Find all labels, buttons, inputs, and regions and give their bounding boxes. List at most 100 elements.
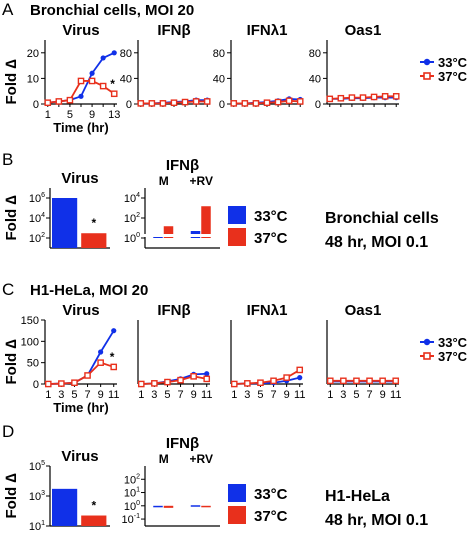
panel-A-ylabel: Fold ∆ bbox=[3, 60, 20, 105]
panel-A-sub1-xtick-label: 9 bbox=[89, 109, 95, 121]
panel-C-sub4-xtick-label: 1 bbox=[327, 389, 333, 401]
panel-C-sub1-title: Virus bbox=[62, 302, 99, 319]
panel-D-sub2-ytick-label: 102 bbox=[124, 473, 140, 486]
panel-A-sub1-point-37 bbox=[66, 96, 74, 104]
panel-D-sub2-ytick-label: 100 bbox=[124, 500, 140, 513]
panel-A-sub1-point-33 bbox=[100, 55, 106, 61]
panel-A-legend-label: 33°C bbox=[438, 55, 468, 70]
panel-C-sub2-point-37 bbox=[164, 378, 171, 386]
panel-C-sub2-xtick-label: 1 bbox=[138, 389, 144, 401]
panel-B-note: Bronchial cells bbox=[325, 210, 439, 227]
panel-A-sub3-point-37 bbox=[241, 100, 249, 107]
panel-A-sub4-ytick-label: 40 bbox=[309, 73, 321, 85]
panel-D-legend-label: 33°C bbox=[254, 486, 288, 503]
panel-C-sub1-xtick-label: 9 bbox=[98, 389, 104, 401]
panel-A-sub2-point-37 bbox=[148, 100, 156, 107]
panel-B-sub1-ytick-label: 104 bbox=[29, 212, 45, 225]
panel-A-sub1-ytick-label: 10 bbox=[27, 73, 39, 85]
panel-B-legend-swatch bbox=[228, 206, 246, 224]
panel-B-sub1-ytick-label: 102 bbox=[29, 232, 45, 245]
panel-D-sub2-ytick-label: 10-1 bbox=[122, 513, 141, 526]
panel-C-sub1-point-37 bbox=[84, 372, 91, 379]
panel-C-sub3-point-37 bbox=[230, 380, 238, 388]
panel-C-sub2-xtick-label: 7 bbox=[177, 389, 183, 401]
panel-C-sub3-point-37 bbox=[244, 380, 251, 387]
panel-D-sub2-group-label: M bbox=[159, 452, 169, 466]
panel-A-title: Bronchial cells, MOI 20 bbox=[30, 2, 194, 19]
panel-C-sub4-xtick-label: 9 bbox=[380, 389, 386, 401]
panel-A-sub2-ytick-label: 80 bbox=[120, 48, 132, 60]
panel-B-ylabel: Fold ∆ bbox=[3, 196, 20, 241]
panel-A-sub2-point-37 bbox=[159, 100, 167, 107]
panel-A-sub3-ytick-label: 80 bbox=[213, 48, 225, 60]
panel-C-sub1-ytick-label: 100 bbox=[21, 336, 39, 348]
panel-D-sub2-ytick-label: 101 bbox=[124, 487, 140, 500]
panel-C-sub4-point-37 bbox=[392, 377, 400, 385]
panel-A-sub1-point-37 bbox=[44, 99, 52, 107]
panel-A-sub4-point-37 bbox=[326, 95, 334, 103]
panel-C-sub3-xtick-label: 5 bbox=[257, 389, 263, 401]
panel-A-sub1-point-33 bbox=[111, 50, 117, 56]
panel-C-sub2-title: IFNβ bbox=[157, 302, 190, 319]
panel-C-sub1-point-33 bbox=[98, 349, 104, 355]
panel-C-sub3-xtick-label: 11 bbox=[294, 389, 305, 401]
panel-A-sub1-point-37 bbox=[110, 90, 118, 98]
panel-C-sub3-point-37 bbox=[270, 377, 277, 385]
panel-C-sub1-point-37 bbox=[58, 380, 65, 387]
panel-B-sub1-annotation: * bbox=[91, 216, 96, 230]
panel-C-sub4-point-37 bbox=[379, 377, 386, 385]
panel-B-sub2-bar-37 bbox=[201, 206, 211, 238]
panel-C-legend-label: 37°C bbox=[438, 349, 468, 364]
panel-C-sub1-xtick-label: 5 bbox=[71, 389, 77, 401]
panel-C-sub1-series-33 bbox=[48, 330, 115, 385]
panel-C-sub1-annotation: * bbox=[110, 350, 115, 364]
panel-C-letter: C bbox=[2, 280, 14, 299]
panel-C-sub4-point-37 bbox=[366, 377, 373, 385]
panel-A-sub2-point-37 bbox=[137, 100, 145, 107]
panel-A-sub4-ytick-label: 0 bbox=[315, 99, 321, 111]
panel-C-sub4-point-37 bbox=[326, 377, 334, 385]
panel-B-sub1-bar-33 bbox=[52, 198, 78, 248]
panel-B-sub1-bar-37 bbox=[81, 233, 107, 248]
panel-B-sub2-group-label: +RV bbox=[190, 174, 213, 188]
panel-C-sub4-xtick-label: 11 bbox=[390, 389, 401, 401]
panel-C-title: H1-HeLa, MOI 20 bbox=[30, 282, 148, 299]
panel-C-legend-marker bbox=[423, 338, 431, 346]
panel-A-sub1-xtick-label: 5 bbox=[67, 109, 73, 121]
panel-C-sub1-ytick-label: 150 bbox=[21, 315, 39, 327]
panel-C-sub4-xtick-label: 5 bbox=[353, 389, 359, 401]
panel-A-xlabel: Time (hr) bbox=[53, 120, 108, 135]
panel-B-legend-swatch bbox=[228, 228, 246, 246]
panel-C-sub4-point-37 bbox=[340, 377, 347, 385]
panel-A-sub4-point-37 bbox=[370, 93, 378, 101]
panel-C-sub4-xtick-label: 3 bbox=[340, 389, 346, 401]
panel-A-sub2-point-37 bbox=[203, 98, 211, 105]
panel-C-sub2-point-37 bbox=[177, 376, 184, 384]
panel-D-note: H1-HeLa bbox=[325, 488, 390, 505]
panel-C-sub2-xtick-label: 5 bbox=[164, 389, 170, 401]
panel-B-sub1-title: Virus bbox=[61, 170, 98, 187]
panel-D-ylabel: Fold ∆ bbox=[3, 474, 20, 519]
panel-C-sub2-point-37 bbox=[190, 373, 197, 380]
panel-D-sub2-bar-37 bbox=[201, 505, 211, 508]
panel-A-sub1-annotation: * bbox=[110, 77, 115, 91]
panel-D-sub1-ytick-label: 103 bbox=[29, 490, 45, 503]
panel-C-sub1-xtick-label: 1 bbox=[45, 389, 51, 401]
panel-A-sub2-point-37 bbox=[181, 98, 189, 106]
panel-D-legend-label: 37°C bbox=[254, 508, 288, 525]
panel-B-sub2-ytick-label: 104 bbox=[124, 192, 140, 205]
panel-C-sub1-xtick-label: 3 bbox=[58, 389, 64, 401]
panel-D-legend-swatch bbox=[228, 484, 246, 502]
panel-A-sub1-point-37 bbox=[55, 98, 63, 105]
panel-A-sub2-ytick-label: 0 bbox=[126, 99, 132, 111]
panel-C-xlabel: Time (hr) bbox=[53, 400, 108, 415]
panel-C-sub4-point-37 bbox=[353, 377, 360, 385]
panel-A-sub3-point-37 bbox=[274, 98, 282, 106]
panel-A-sub1-xtick-label: 1 bbox=[45, 109, 51, 121]
panel-A-sub3-point-37 bbox=[263, 99, 271, 107]
panel-C-sub1-point-33 bbox=[111, 328, 117, 334]
panel-A-sub1-point-33 bbox=[78, 93, 84, 99]
panel-D-sub1-ytick-label: 105 bbox=[29, 460, 45, 473]
panel-C-sub3-point-37 bbox=[283, 374, 290, 381]
